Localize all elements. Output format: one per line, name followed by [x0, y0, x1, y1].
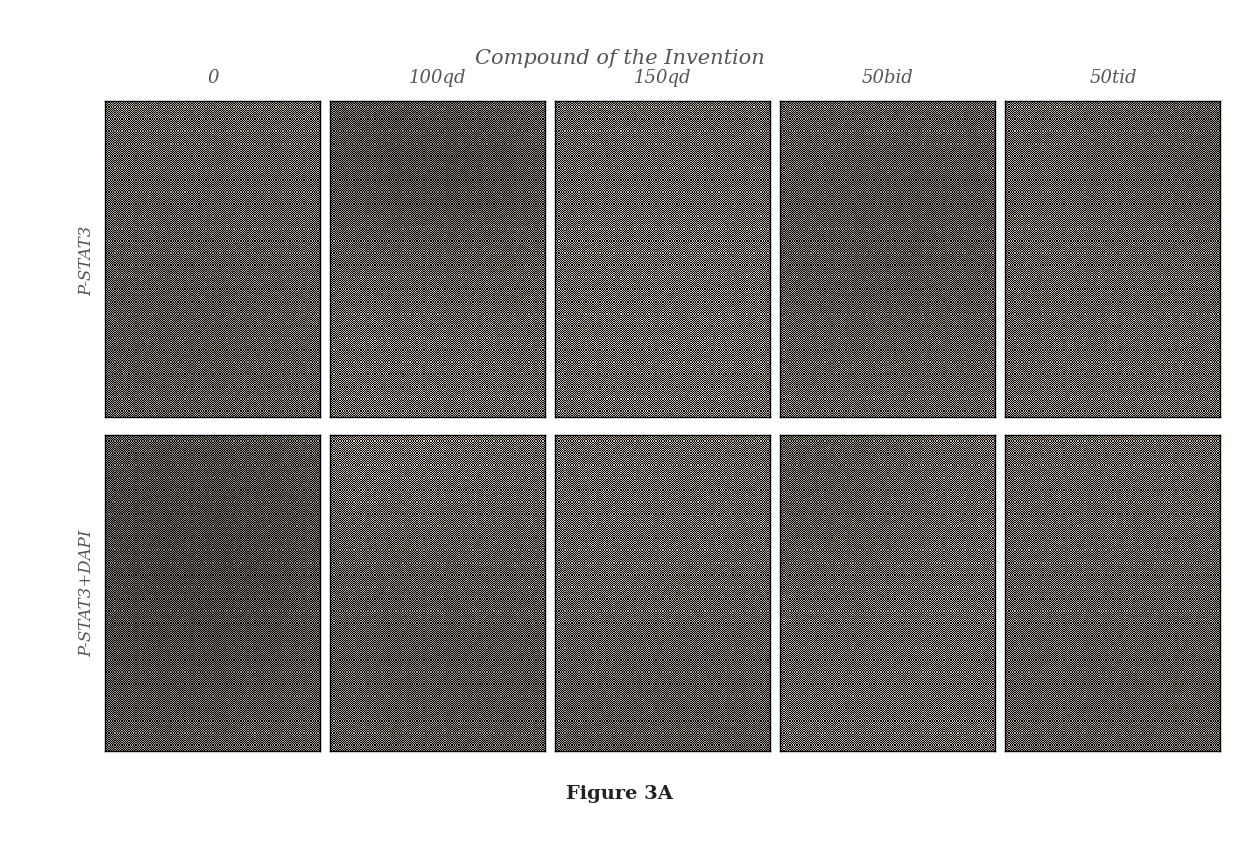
Text: 50bid: 50bid — [862, 69, 913, 87]
Text: P-STAT3: P-STAT3 — [78, 225, 95, 295]
Text: 0: 0 — [207, 69, 218, 87]
Text: 150qd: 150qd — [634, 69, 691, 87]
Text: 50tid: 50tid — [1089, 69, 1136, 87]
Text: 100qd: 100qd — [409, 69, 467, 87]
Text: P-STAT3+DAPI: P-STAT3+DAPI — [78, 529, 95, 657]
Text: Figure 3A: Figure 3A — [566, 784, 673, 802]
Text: Compound of the Invention: Compound of the Invention — [475, 49, 764, 68]
